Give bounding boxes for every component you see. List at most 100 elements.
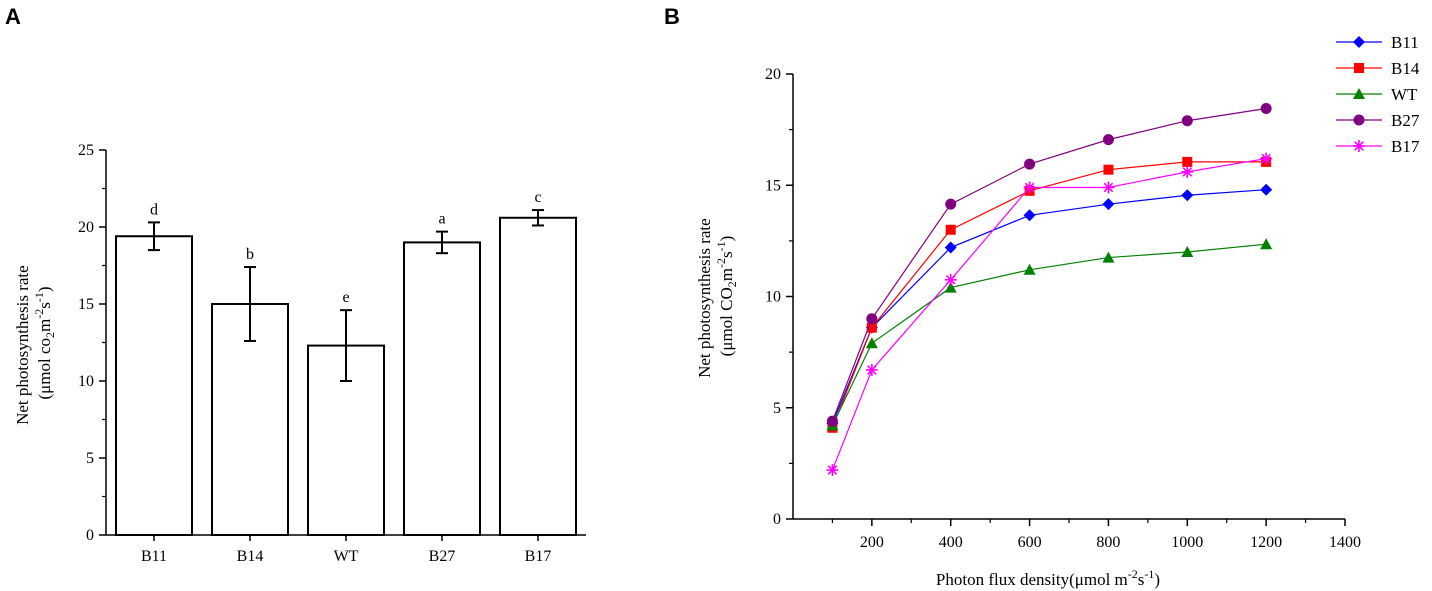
y-axis-label-a-line1: Net photosynthesis rate <box>13 265 32 425</box>
x-tick-label-b27: B27 <box>429 548 456 565</box>
data-point-b27 <box>1102 134 1114 146</box>
y-tick-label-a: 15 <box>78 296 94 313</box>
x-tick-label-b: 1200 <box>1250 534 1282 551</box>
data-point-b17-stroke <box>827 465 838 475</box>
legend-marker-wt <box>1353 88 1365 99</box>
data-point-b11 <box>1260 183 1273 196</box>
data-point-b27 <box>1181 115 1193 127</box>
y-axis-label-b-end: ) <box>717 236 736 242</box>
axes-b: 0 5 10 15 20 200 400 600 800 1000 1200 1400 <box>765 66 1361 551</box>
x-tick-label-wt: WT <box>334 548 359 565</box>
data-point-b17 <box>1102 181 1115 194</box>
x-tick-label-b: 600 <box>1018 534 1042 551</box>
legend-marker-b11 <box>1353 36 1365 48</box>
y-axis-label-a-mid: m <box>35 319 54 332</box>
data-point-b27 <box>1260 102 1272 114</box>
y-tick-label-b: 0 <box>773 511 781 528</box>
y-axis-label-b: Net photosynthesis rate (μmol CO2m-2s-1) <box>695 214 739 378</box>
data-point-b17 <box>1181 165 1194 178</box>
x-tick-label-b: 1400 <box>1329 534 1361 551</box>
y-tick-label-a: 20 <box>78 219 94 236</box>
legend-label-wt: WT <box>1391 85 1418 104</box>
y-axis-label-b-sup2: -1 <box>714 241 728 251</box>
legend-marker-b14 <box>1354 63 1364 73</box>
legend: B11 B14 WT B27 B17 <box>1336 33 1420 156</box>
data-point-b17-stroke <box>1182 167 1193 177</box>
y-axis-label-b-mid: m <box>717 268 736 281</box>
data-point-b14 <box>866 322 877 333</box>
y-axis-label-a-mid2: s <box>35 302 54 309</box>
legend-label-b14: B14 <box>1391 59 1420 78</box>
y-tick-label-a: 0 <box>86 527 94 544</box>
x-tick-label-b14: B14 <box>237 548 264 565</box>
x-tick-label-b: 800 <box>1096 534 1120 551</box>
x-tick-label-b: 400 <box>939 534 963 551</box>
y-axis-label-b-mid2: s <box>717 251 736 258</box>
y-axis-label-a-sup2: -1 <box>32 292 46 302</box>
data-point-b14 <box>945 224 956 235</box>
x-axis-label-b-end: ) <box>1154 570 1160 589</box>
y-axis-label-a-line2-prefix: (μmol co <box>35 338 54 400</box>
data-point-b17-stroke <box>867 365 877 375</box>
bar-chart-panel-a: d b e a c B11 B14 WT B27 B17 0 5 10 15 20 25 Net photo… <box>13 142 586 565</box>
line-chart-panel-b: 0 5 10 15 20 200 400 600 800 1000 1200 1400 B11 B14 W… <box>695 33 1420 589</box>
data-point-wt <box>1181 246 1194 257</box>
panel-label-a: A <box>5 4 21 29</box>
significance-letter-wt: e <box>342 289 349 306</box>
series-line-b14 <box>831 161 1267 428</box>
series-line-b27 <box>831 107 1267 422</box>
data-point-wt <box>944 281 957 293</box>
data-point-b17 <box>1023 181 1036 194</box>
data-point-b17 <box>1260 152 1273 165</box>
y-axis-label-b-sup1: -2 <box>714 258 728 268</box>
legend-marker-b27 <box>1353 114 1365 126</box>
significance-letter-b11: d <box>150 201 158 218</box>
data-point-b17-stroke <box>1261 153 1271 164</box>
x-tick-label-b: 200 <box>860 534 884 551</box>
y-tick-label-a: 25 <box>78 142 94 159</box>
panel-label-b: B <box>664 4 680 29</box>
data-point-b14 <box>1182 156 1193 167</box>
series-line-wt <box>831 243 1267 426</box>
x-axis-label-b-prefix: Photon flux density(μmol m <box>936 570 1128 589</box>
data-point-b14 <box>1103 164 1114 175</box>
x-tick-label-b: 1000 <box>1171 534 1203 551</box>
data-point-wt <box>1102 251 1115 263</box>
data-point-wt <box>1260 238 1273 250</box>
significance-letter-b27: a <box>438 211 445 228</box>
data-point-b17-stroke <box>1103 182 1114 193</box>
legend-marker-b17-stroke <box>1354 141 1364 151</box>
series-line-b11 <box>831 189 1267 424</box>
x-axis-label-b-sup1: -2 <box>1128 567 1138 581</box>
x-tick-label-b11: B11 <box>141 548 167 565</box>
y-axis-label-a-end: ) <box>35 286 54 292</box>
y-tick-label-b: 15 <box>765 177 781 194</box>
y-tick-label-b: 5 <box>773 400 781 417</box>
legend-label-b11: B11 <box>1391 33 1419 52</box>
legend-label-b27: B27 <box>1391 111 1420 130</box>
y-axis-label-a-sub: 2 <box>43 332 57 338</box>
y-axis-label-a-sup1: -2 <box>32 309 46 319</box>
x-axis-label-b-sup2: -1 <box>1144 567 1154 581</box>
y-axis-label-b-sub: 2 <box>725 281 739 287</box>
bar-group: d b e a c <box>115 189 577 537</box>
series-line-b17 <box>831 157 1267 471</box>
bar-b14 <box>211 303 289 536</box>
data-point-b11 <box>944 241 957 254</box>
y-tick-label-b: 10 <box>765 289 781 306</box>
bar-b27 <box>403 241 481 536</box>
data-point-b11 <box>1023 209 1036 222</box>
x-axis-label-b-mid: s <box>1138 570 1145 589</box>
data-point-wt <box>865 337 878 349</box>
data-point-b27 <box>826 415 838 427</box>
data-point-wt <box>1023 263 1036 275</box>
bar-b17 <box>499 216 577 536</box>
x-axis-label-b: Photon flux density(μmol m-2s-1) <box>936 567 1160 589</box>
data-point-b27 <box>1024 158 1036 170</box>
data-point-b17-stroke <box>945 275 956 285</box>
y-axis-label-b-line2-prefix: (μmol CO <box>717 287 736 356</box>
y-axis-label-b-line1: Net photosynthesis rate <box>695 218 714 378</box>
data-point-b11 <box>1102 198 1115 211</box>
data-point-b17 <box>826 464 839 477</box>
